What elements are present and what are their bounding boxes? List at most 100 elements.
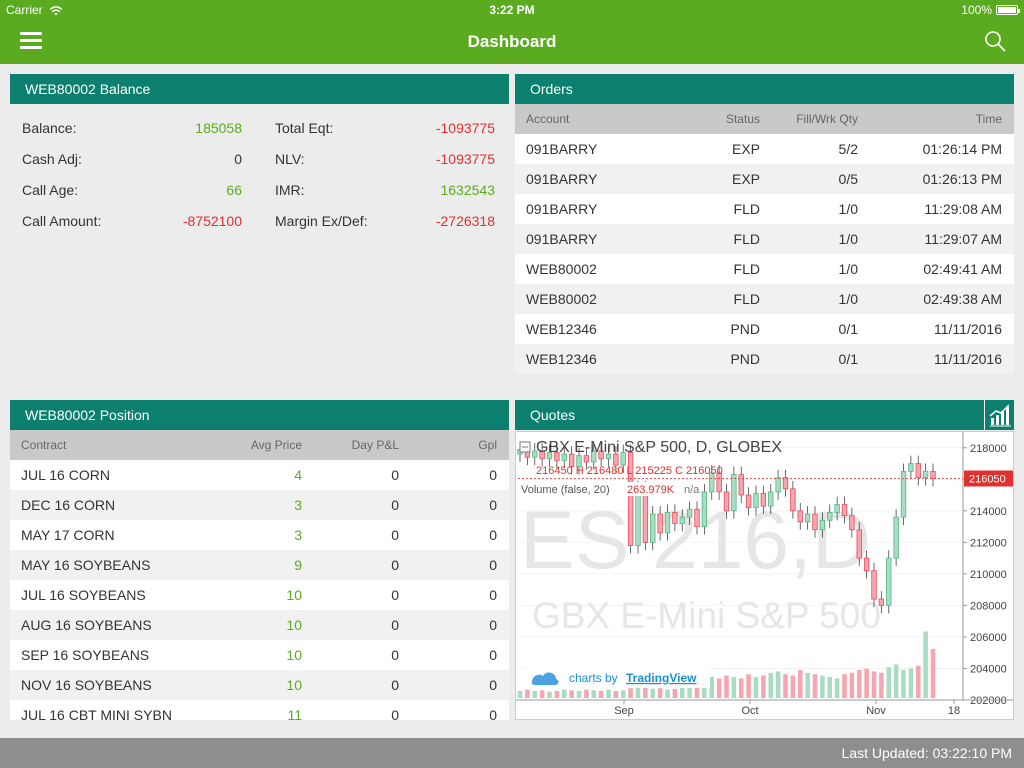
y-tick-label: 204000 <box>970 663 1007 675</box>
carrier-text: Carrier <box>6 3 43 17</box>
chart-canvas[interactable]: ES 216,D GBX E-Mini S&P 500 218000216000… <box>516 432 1013 719</box>
order-row[interactable]: WEB12346 PND 0/1 11/11/2016 <box>515 314 1014 344</box>
order-row[interactable]: 091BARRY EXP 0/5 01:26:13 PM <box>515 164 1014 194</box>
candle-body <box>657 513 663 534</box>
position-row[interactable]: JUL 16 CORN 4 0 0 <box>10 460 509 490</box>
order-account: 091BARRY <box>515 194 675 224</box>
volume-bar <box>665 689 670 698</box>
orders-col-qty[interactable]: Fill/Wrk Qty <box>760 104 858 134</box>
candle-body <box>812 513 818 531</box>
position-row[interactable]: SEP 16 SOYBEANS 10 0 0 <box>10 640 509 670</box>
volume-bar <box>591 690 597 698</box>
position-col-day-pl[interactable]: Day P&L <box>302 430 399 460</box>
order-status: FLD <box>675 284 760 314</box>
balance-value: 185058 <box>195 120 242 136</box>
chart-title: GBX E-Mini S&P 500, D, GLOBEX <box>536 439 782 456</box>
chart-watermark-symbol: ES 216,D <box>520 495 871 586</box>
candle-body <box>804 513 811 523</box>
orders-col-time[interactable]: Time <box>858 104 1014 134</box>
candle-body <box>554 452 560 461</box>
position-row[interactable]: NOV 16 SOYBEANS 10 0 0 <box>10 670 509 700</box>
candle-body <box>672 512 678 524</box>
orders-header: Orders <box>515 74 1014 104</box>
balance-grid: Balance: 185058 Cash Adj: 0 Call Age: 66 Call … <box>10 104 509 364</box>
quotes-panel: Quotes ES 216,D GBX E-Mini S&P 500 21800… <box>515 400 1014 720</box>
candle-body <box>745 494 752 509</box>
order-status: FLD <box>675 254 760 284</box>
volume-bar <box>893 664 899 698</box>
x-tick-label: Oct <box>741 705 758 717</box>
volume-bar <box>761 675 766 698</box>
tradingview-attribution[interactable]: charts by TradingView <box>526 666 710 688</box>
y-tick-label: 218000 <box>970 443 1007 455</box>
chart-toggle-button[interactable] <box>984 400 1014 430</box>
candle-body <box>664 512 671 534</box>
order-row[interactable]: 091BARRY FLD 1/0 11:29:07 AM <box>515 224 1014 254</box>
position-contract: MAY 17 CORN <box>10 520 210 550</box>
tradingview-link[interactable]: TradingView <box>626 671 697 685</box>
volume-bar <box>547 691 552 698</box>
volume-bar <box>702 679 707 698</box>
chart-candles <box>517 441 936 614</box>
order-status: PND <box>675 344 760 374</box>
order-row[interactable]: WEB12346 PND 0/1 11/11/2016 <box>515 344 1014 374</box>
y-tick-label: 208000 <box>970 600 1007 612</box>
candle-body <box>738 474 744 496</box>
position-col-contract[interactable]: Contract <box>10 430 210 460</box>
candle-body <box>546 452 553 460</box>
balance-value: -1093775 <box>435 120 495 136</box>
candle-body <box>827 512 833 521</box>
candle-body <box>650 513 656 543</box>
orders-col-account[interactable]: Account <box>515 104 675 134</box>
orders-col-status[interactable]: Status <box>675 104 760 134</box>
volume-value: 263.979K <box>627 484 675 496</box>
order-row[interactable]: WEB80002 FLD 1/0 02:49:38 AM <box>515 284 1014 314</box>
clock: 3:22 PM <box>489 3 535 17</box>
candle-body <box>760 493 767 507</box>
order-account: 091BARRY <box>515 224 675 254</box>
balance-value: 0 <box>234 151 242 167</box>
balance-label: Cash Adj: <box>22 151 82 167</box>
order-qty: 1/0 <box>760 194 858 224</box>
quote-chart[interactable]: ES 216,D GBX E-Mini S&P 500 218000216000… <box>515 431 1014 720</box>
order-status: EXP <box>675 134 760 164</box>
wifi-icon <box>49 6 63 16</box>
y-tick-label: 206000 <box>970 632 1007 644</box>
position-row[interactable]: DEC 16 CORN 3 0 0 <box>10 490 509 520</box>
position-col-gpl[interactable]: Gpl <box>399 430 509 460</box>
position-row[interactable]: JUL 16 CBT MINI SYBN 11 0 0 <box>10 700 509 720</box>
hamburger-menu-icon[interactable] <box>20 32 42 50</box>
orders-table: Account Status Fill/Wrk Qty Time 091BARR… <box>515 104 1014 374</box>
position-row[interactable]: MAY 17 CORN 3 0 0 <box>10 520 509 550</box>
position-contract: AUG 16 SOYBEANS <box>10 610 210 640</box>
order-time: 11/11/2016 <box>858 314 1014 344</box>
volume-bar <box>687 688 692 698</box>
candle-body <box>922 471 929 479</box>
position-gpl: 0 <box>399 670 509 700</box>
order-row[interactable]: 091BARRY EXP 5/2 01:26:14 PM <box>515 134 1014 164</box>
balance-header: WEB80002 Balance <box>10 74 509 104</box>
position-avg-price: 10 <box>210 640 302 670</box>
x-tick-label: 18 <box>948 705 960 717</box>
candle-body <box>886 557 892 606</box>
position-row[interactable]: AUG 16 SOYBEANS 10 0 0 <box>10 610 509 640</box>
candle-body <box>701 491 708 527</box>
quotes-title: Quotes <box>530 407 576 423</box>
order-account: 091BARRY <box>515 164 675 194</box>
position-col-avg-price[interactable]: Avg Price <box>210 430 302 460</box>
candle-body <box>841 504 848 516</box>
position-row[interactable]: JUL 16 SOYBEANS 10 0 0 <box>10 580 509 610</box>
y-tick-label: 210000 <box>970 569 1007 581</box>
balance-row: Call Amount: -8752100 <box>22 211 242 231</box>
volume-bar <box>834 678 840 698</box>
orders-body: 091BARRY EXP 5/2 01:26:14 PM 091BARRY EXP 0/5 0… <box>515 134 1014 374</box>
search-icon[interactable] <box>984 30 1006 52</box>
position-row[interactable]: MAY 16 SOYBEANS 9 0 0 <box>10 550 509 580</box>
order-row[interactable]: WEB80002 FLD 1/0 02:49:41 AM <box>515 254 1014 284</box>
volume-bar <box>532 691 538 698</box>
order-qty: 1/0 <box>760 254 858 284</box>
volume-bar <box>613 691 619 698</box>
order-row[interactable]: 091BARRY FLD 1/0 11:29:08 AM <box>515 194 1014 224</box>
balance-value: -2726318 <box>435 213 495 229</box>
volume-bar <box>561 689 567 698</box>
